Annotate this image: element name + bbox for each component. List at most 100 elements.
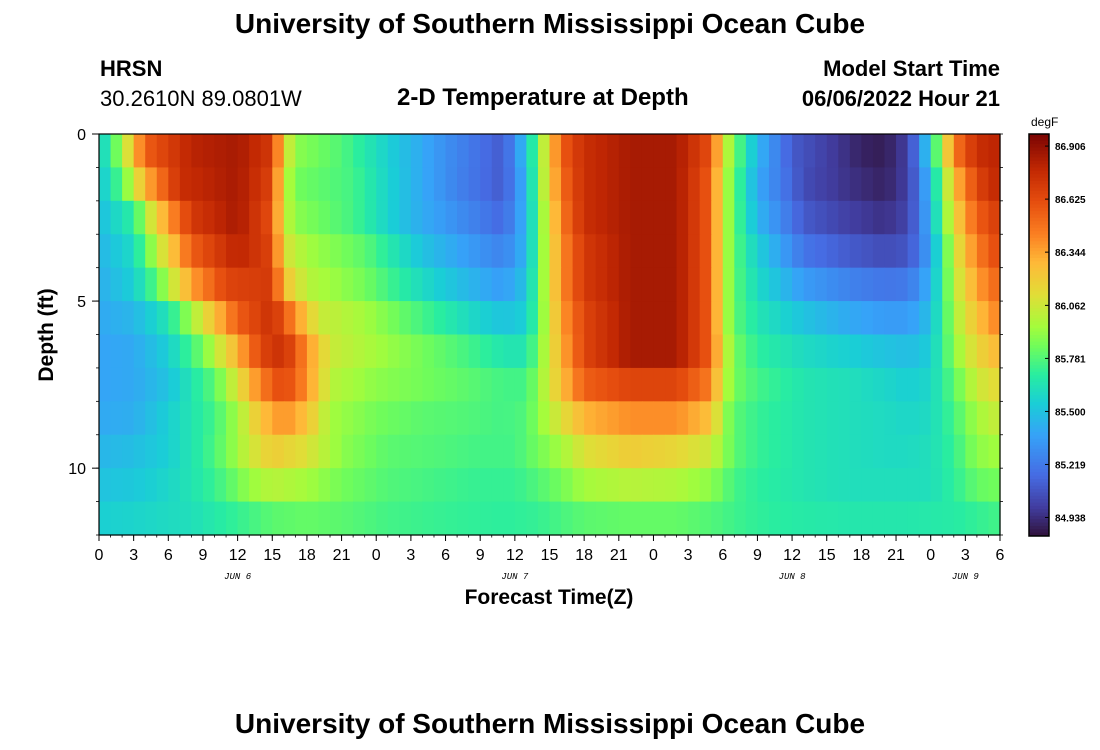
- heatmap-cell: [399, 501, 412, 536]
- colorbar-segment: [1029, 422, 1049, 426]
- heatmap-cell: [410, 367, 424, 402]
- heatmap-cell: [122, 434, 135, 469]
- heatmap-cell: [861, 267, 874, 302]
- heatmap-cell: [676, 401, 689, 436]
- heatmap-cell: [364, 468, 377, 503]
- heatmap-cell: [237, 167, 250, 202]
- heatmap-cell: [549, 267, 562, 302]
- heatmap-cell: [445, 134, 458, 169]
- heatmap-cell: [433, 334, 447, 369]
- heatmap-cell: [734, 134, 747, 169]
- colorbar-segment: [1029, 442, 1049, 447]
- heatmap-cell: [133, 234, 146, 269]
- colorbar-segment: [1029, 217, 1049, 222]
- heatmap-cell: [988, 367, 1001, 402]
- heatmap-cell: [699, 234, 712, 269]
- heatmap-cell: [561, 334, 574, 369]
- heatmap-cell: [341, 401, 354, 436]
- heatmap-cell: [584, 301, 597, 336]
- heatmap-cell: [399, 401, 412, 436]
- heatmap-cell: [896, 501, 909, 536]
- heatmap-cell: [688, 334, 701, 369]
- colorbar-segment: [1029, 335, 1049, 339]
- heatmap-cell: [595, 134, 608, 169]
- heatmap-cell: [641, 401, 655, 436]
- heatmap-cell: [549, 200, 562, 235]
- heatmap-cell: [607, 267, 620, 302]
- heatmap-cell: [260, 234, 273, 269]
- heatmap-cell: [861, 301, 874, 336]
- heatmap-cell: [122, 301, 135, 336]
- heatmap-cell: [780, 501, 793, 536]
- heatmap-cell: [306, 468, 320, 503]
- heatmap-cell: [422, 234, 435, 269]
- heatmap-cell: [503, 234, 516, 269]
- heatmap-cell: [249, 134, 262, 169]
- heatmap-cell: [572, 234, 585, 269]
- heatmap-cell: [214, 234, 227, 269]
- heatmap-cell: [168, 401, 181, 436]
- heatmap-cell: [618, 367, 631, 402]
- heatmap-cell: [815, 334, 828, 369]
- x-tick-label: 3: [684, 547, 693, 564]
- colorbar-segment: [1029, 321, 1049, 326]
- heatmap-cell: [491, 401, 504, 436]
- heatmap-cell: [919, 267, 932, 302]
- heatmap-cell: [838, 200, 851, 235]
- heatmap-cell: [688, 401, 701, 436]
- heatmap-cell: [272, 234, 285, 269]
- heatmap-cell: [133, 367, 146, 402]
- heatmap-cell: [514, 200, 527, 235]
- colorbar-segment: [1029, 201, 1049, 205]
- heatmap-cell: [376, 167, 389, 202]
- heatmap-cell: [491, 434, 504, 469]
- heatmap-cell: [306, 200, 320, 235]
- heatmap-cell: [722, 468, 735, 503]
- colorbar-segment: [1029, 502, 1049, 507]
- heatmap-cell: [468, 167, 481, 202]
- heatmap-cell: [226, 401, 239, 436]
- colorbar-segment: [1029, 301, 1049, 306]
- heatmap-cell: [618, 501, 631, 536]
- heatmap-cell: [295, 167, 308, 202]
- heatmap-cell: [491, 501, 504, 536]
- colorbar-segment: [1029, 398, 1049, 403]
- heatmap-cell: [283, 267, 296, 302]
- heatmap-cell: [595, 401, 608, 436]
- heatmap-cell: [734, 367, 747, 402]
- heatmap-cell: [838, 367, 851, 402]
- heatmap-cell: [942, 501, 955, 536]
- heatmap-cell: [734, 200, 747, 235]
- heatmap-cell: [133, 401, 146, 436]
- heatmap-cell: [584, 401, 597, 436]
- colorbar-segment: [1029, 291, 1049, 296]
- colorbar-segment: [1029, 428, 1049, 433]
- heatmap-cell: [919, 134, 932, 169]
- heatmap-cell: [306, 367, 320, 402]
- heatmap-cell: [110, 267, 123, 302]
- x-tick-label: 3: [406, 547, 415, 564]
- heatmap-cell: [665, 401, 678, 436]
- heatmap-cell: [433, 367, 447, 402]
- heatmap-cell: [826, 401, 839, 436]
- heatmap-cell: [468, 234, 481, 269]
- heatmap-cell: [306, 301, 320, 336]
- heatmap-cell: [445, 267, 458, 302]
- heatmap-cell: [734, 301, 747, 336]
- colorbar-segment: [1029, 415, 1049, 420]
- heatmap-cell: [745, 134, 759, 169]
- heatmap-cell: [503, 267, 516, 302]
- heatmap-cell: [422, 267, 435, 302]
- heatmap-cell: [445, 167, 458, 202]
- heatmap-cell: [237, 334, 250, 369]
- heatmap-cell: [768, 334, 782, 369]
- heatmap-cell: [364, 434, 377, 469]
- heatmap-cell: [226, 200, 239, 235]
- heatmap-cell: [422, 367, 435, 402]
- heatmap-cell: [815, 301, 828, 336]
- heatmap-cell: [387, 200, 400, 235]
- heatmap-cell: [272, 334, 285, 369]
- x-tick-label: 6: [441, 547, 450, 564]
- heatmap-cell: [699, 267, 712, 302]
- colorbar-segment: [1029, 247, 1049, 252]
